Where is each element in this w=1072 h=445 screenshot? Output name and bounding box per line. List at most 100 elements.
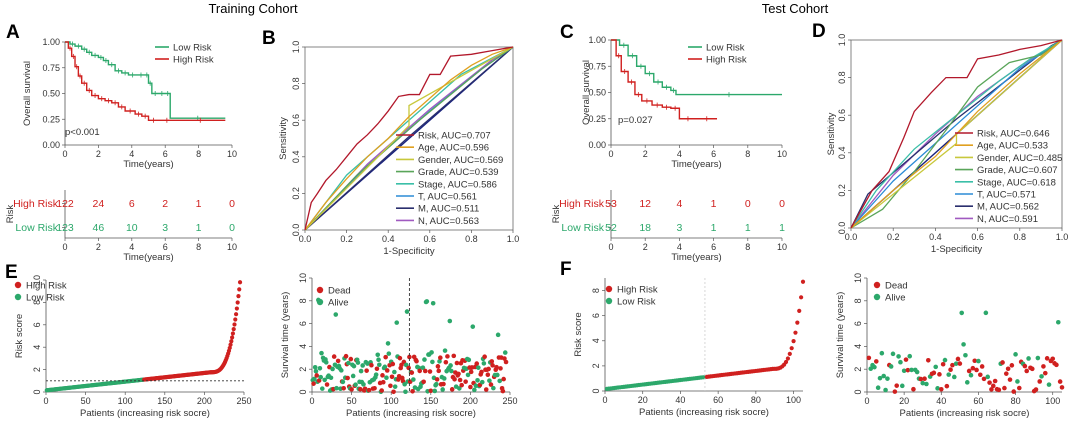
- y-tick-label: 0: [298, 389, 308, 394]
- legend-swatch: [605, 285, 613, 293]
- y-tick-label: 0.50: [42, 89, 60, 99]
- risk-score-point: [231, 327, 236, 332]
- y-axis-label: Sensitivity: [826, 112, 837, 155]
- x-tick-label: 6: [711, 242, 716, 252]
- survival-point: [403, 389, 408, 395]
- y-axis-label: Risk score: [573, 312, 584, 356]
- survival-point: [996, 387, 1002, 393]
- x-axis-label: Time(years): [671, 252, 721, 263]
- legend-label: Low Risk: [173, 43, 212, 54]
- survival-point: [894, 383, 900, 388]
- survival-point: [920, 380, 926, 386]
- x-tick-label: 10: [777, 149, 787, 159]
- survival-point: [948, 367, 953, 373]
- survival-point: [922, 376, 927, 381]
- x-tick-label: 10: [227, 149, 237, 159]
- legend-label: High Risk: [706, 55, 747, 66]
- survival-point: [966, 368, 972, 374]
- survival-point: [873, 359, 879, 364]
- survival-point: [937, 372, 942, 377]
- y-axis-label: Overall survival: [22, 61, 33, 126]
- risk-score-point: [791, 339, 796, 344]
- risk-score-plot-F-risk: 0 20 40 60 80 100 0 2 4 6 8 Patients (increasing ri…: [573, 278, 806, 418]
- survival-point: [479, 369, 484, 375]
- x-tick-label: 150: [423, 396, 438, 406]
- x-tick-label: 0: [602, 395, 607, 405]
- survival-point: [366, 387, 372, 393]
- survival-point: [974, 367, 979, 373]
- survival-point: [953, 361, 959, 366]
- y-tick-label: 2: [591, 363, 601, 368]
- survival-point: [955, 356, 961, 362]
- survival-point: [355, 360, 361, 365]
- legend-label: T, AUC=0.561: [418, 192, 477, 203]
- at-risk-count: 46: [93, 222, 105, 234]
- survival-point: [422, 357, 427, 362]
- survival-point: [1009, 363, 1015, 368]
- risk-score-point: [237, 280, 243, 285]
- y-tick-label: 8: [32, 300, 42, 305]
- y-tick-label: 0.25: [42, 114, 60, 124]
- x-tick-label: 4: [129, 242, 134, 252]
- survival-point: [977, 372, 983, 378]
- y-tick-label: 0.6: [837, 109, 847, 122]
- survival-point: [385, 341, 391, 346]
- y-tick-label: 1.0: [291, 41, 301, 54]
- survival-point: [449, 368, 454, 374]
- panel-label-a: A: [6, 22, 20, 43]
- legend-label: High Risk: [26, 281, 67, 292]
- at-risk-count: 1: [196, 198, 202, 210]
- survival-point: [990, 383, 996, 389]
- y-tick-label: 0.00: [588, 140, 606, 150]
- survival-point: [866, 355, 872, 361]
- survival-point: [376, 357, 381, 363]
- roc-plot-B: 0.0 0.2 0.4 0.6 0.8 1.0 0.0 0.2 0.4 0.6 0.8 1.0 1-Sp…: [278, 41, 519, 257]
- y-tick-label: 0.2: [837, 184, 847, 197]
- survival-point: [487, 378, 492, 383]
- at-risk-count: 3: [676, 222, 682, 234]
- x-tick-label: 20: [638, 395, 648, 405]
- survival-point: [1039, 374, 1044, 379]
- survival-point: [438, 355, 443, 361]
- y-tick-label: 4: [853, 344, 863, 349]
- survival-point: [465, 372, 471, 378]
- survival-point: [459, 382, 464, 388]
- risk-score-point: [228, 342, 233, 347]
- km-plot-C: 0 2 4 6 8 10 0.00 0.25 0.50 0.75 1.00 Time(years) Ov…: [581, 35, 787, 170]
- legend-label: Age, AUC=0.596: [418, 143, 489, 154]
- x-tick-label: 2: [96, 149, 101, 159]
- y-tick-label: 0.4: [837, 147, 847, 160]
- survival-point: [1024, 368, 1030, 374]
- survival-point: [457, 386, 462, 391]
- survival-point: [382, 364, 388, 370]
- survival-point: [319, 350, 324, 356]
- survival-point: [384, 368, 390, 373]
- survival-point: [502, 356, 507, 361]
- survival-point: [468, 369, 474, 375]
- survival-point: [372, 385, 377, 391]
- survival-point: [879, 350, 885, 356]
- survival-point: [394, 320, 400, 325]
- risk-score-point: [234, 306, 239, 311]
- x-tick-label: 0.8: [465, 234, 478, 244]
- training-cohort-title: Training Cohort: [208, 1, 298, 16]
- y-axis-label: Survival time (years): [835, 292, 846, 379]
- at-risk-count: 0: [745, 198, 751, 210]
- survival-point: [420, 365, 426, 370]
- survival-point: [448, 363, 453, 368]
- survival-point: [485, 372, 491, 378]
- survival-curve-low: [611, 39, 782, 96]
- survival-point: [963, 352, 968, 358]
- survival-point: [430, 359, 435, 365]
- survival-point: [911, 386, 916, 392]
- survival-point: [959, 310, 965, 316]
- survival-point: [330, 366, 335, 372]
- survival-point: [942, 357, 948, 363]
- survival-point: [476, 365, 481, 370]
- survival-point: [388, 383, 393, 389]
- survival-point: [348, 356, 354, 362]
- x-tick-label: 100: [384, 396, 399, 406]
- y-tick-label: 6: [853, 321, 863, 326]
- test-cohort-title: Test Cohort: [762, 1, 829, 16]
